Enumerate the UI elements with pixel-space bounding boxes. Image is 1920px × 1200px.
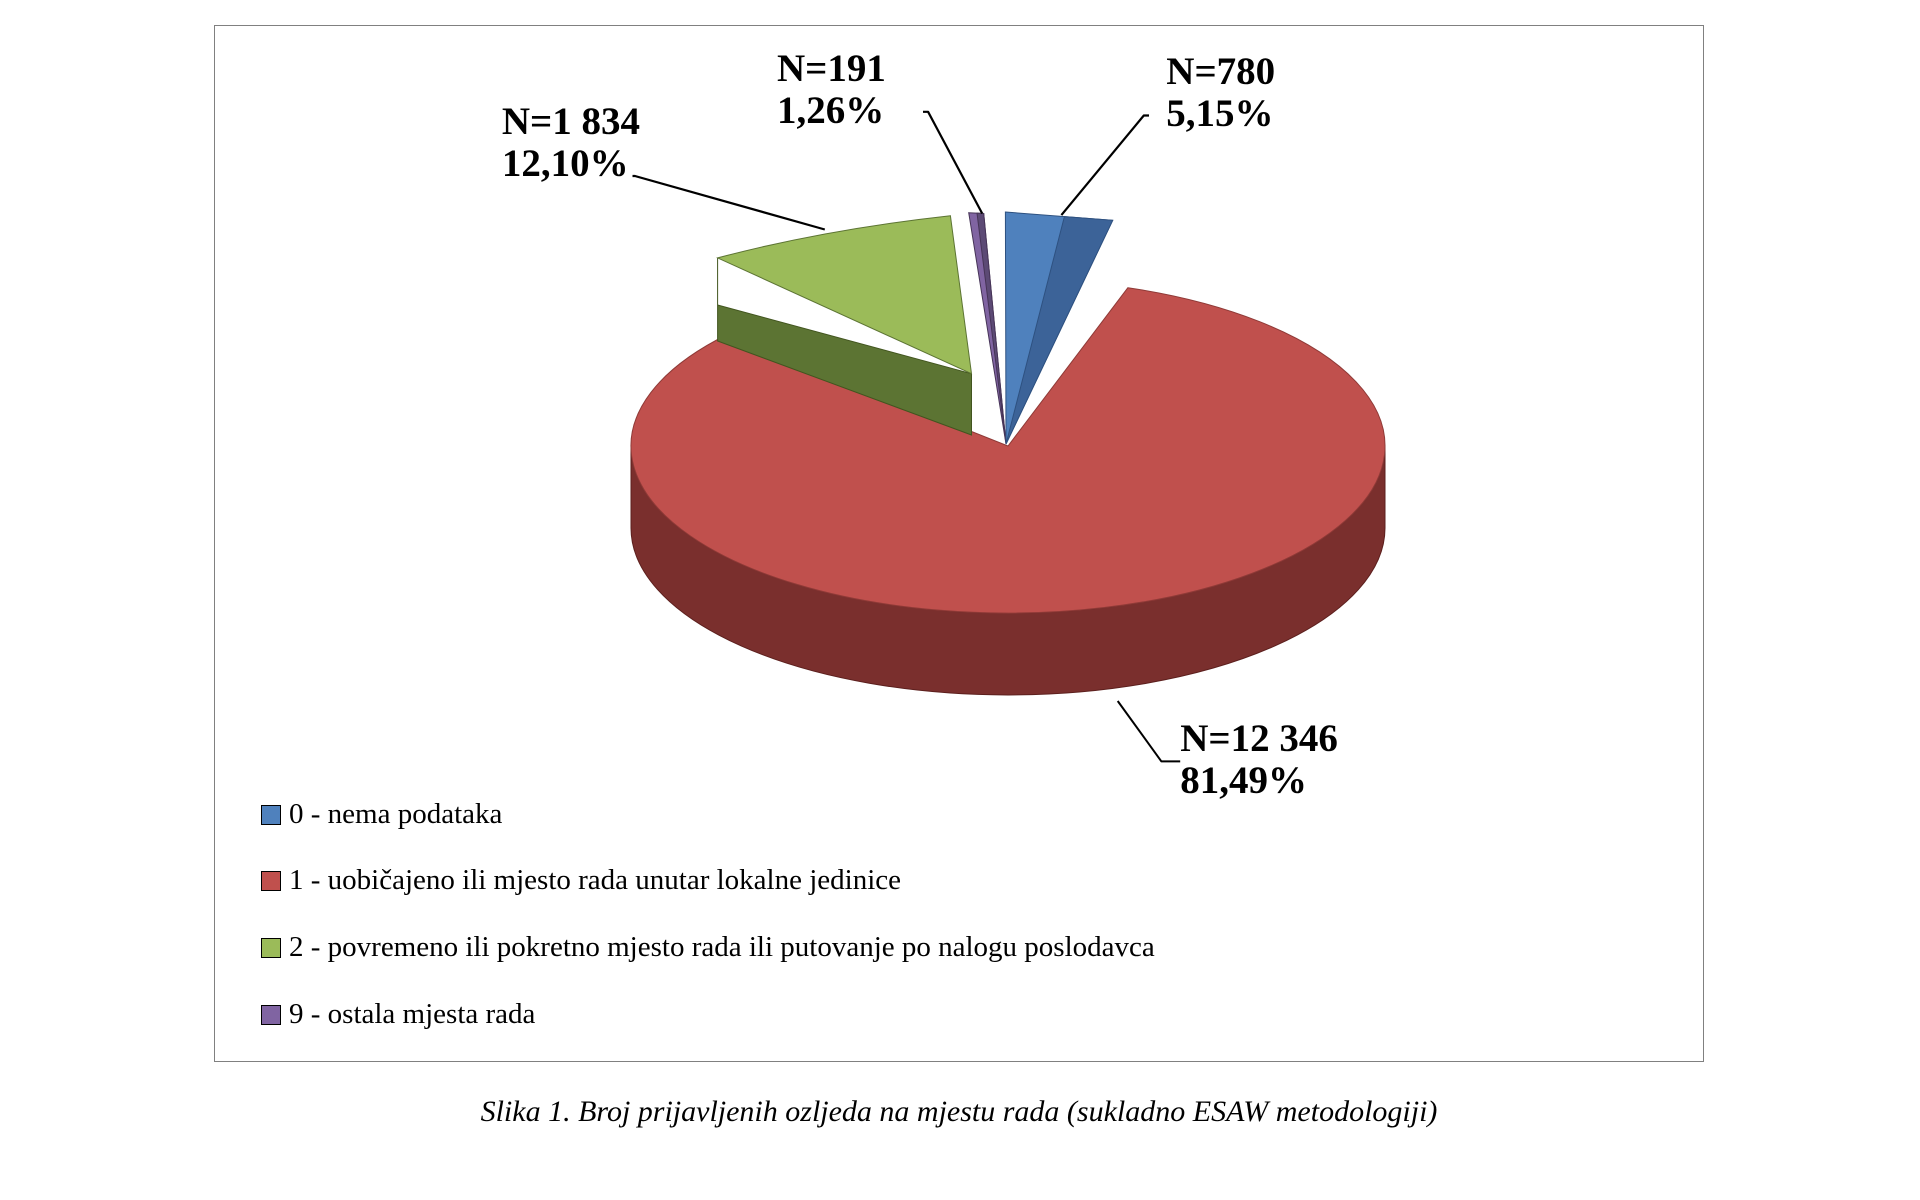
svg-text:12,10%: 12,10% (502, 142, 629, 185)
svg-text:5,15%: 5,15% (1166, 92, 1273, 135)
svg-text:N=191: N=191 (777, 47, 886, 90)
svg-text:N=780: N=780 (1166, 50, 1275, 93)
svg-text:N=1 834: N=1 834 (502, 100, 640, 143)
svg-text:81,49%: 81,49% (1180, 759, 1307, 802)
svg-text:1,26%: 1,26% (777, 89, 884, 132)
svg-text:N=12 346: N=12 346 (1180, 717, 1338, 760)
